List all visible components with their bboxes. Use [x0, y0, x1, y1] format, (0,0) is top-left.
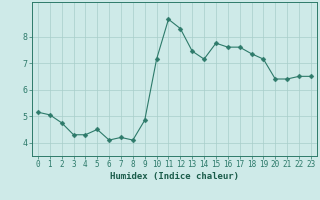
X-axis label: Humidex (Indice chaleur): Humidex (Indice chaleur) — [110, 172, 239, 181]
